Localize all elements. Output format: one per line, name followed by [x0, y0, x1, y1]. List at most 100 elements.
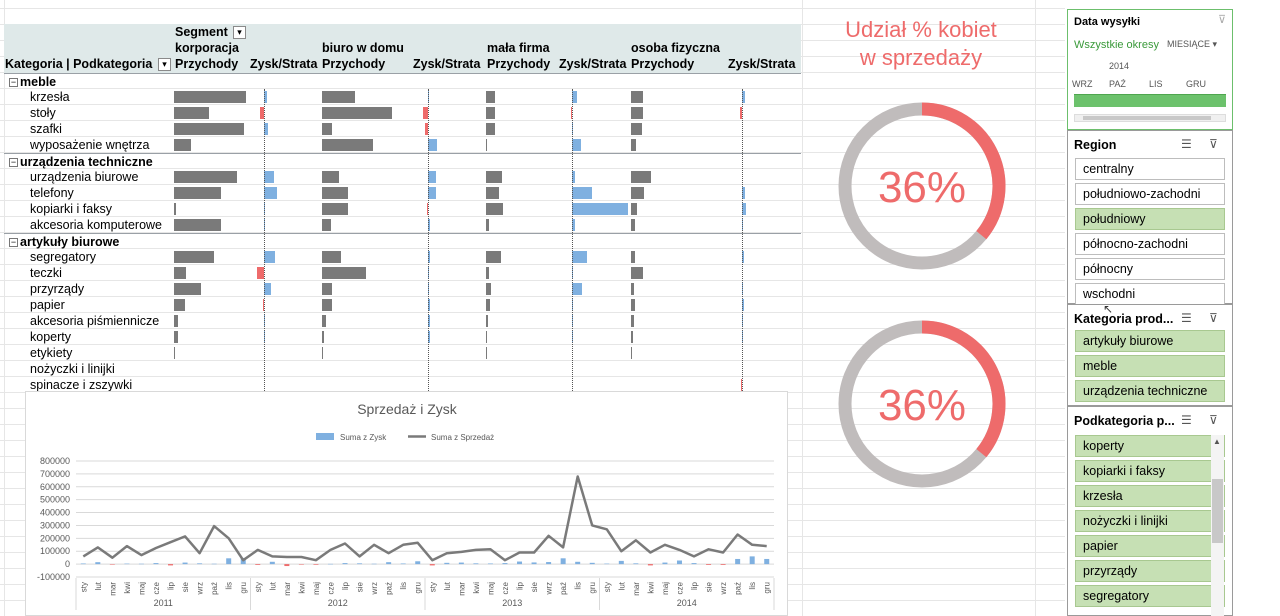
subcategory-row[interactable]: krzesła [4, 89, 801, 105]
slicer-item[interactable]: południowy [1075, 208, 1225, 230]
revenue-bar [631, 91, 644, 103]
subcategory-scrollbar[interactable]: ▲ [1211, 435, 1224, 616]
profit-bar [572, 139, 581, 151]
collapse-icon[interactable]: − [9, 77, 18, 87]
subcategory-row[interactable]: nożyczki i linijki [4, 361, 801, 377]
profit-bar [546, 562, 552, 565]
subcategory-row[interactable]: wyposażenie wnętrza [4, 137, 801, 153]
revenue-bar [322, 267, 366, 279]
x-tick-label: maj [312, 582, 321, 595]
x-tick-label: lip [516, 581, 525, 590]
subcategory-row[interactable]: stoły [4, 105, 801, 121]
segment-filter-button[interactable]: ▾ [233, 26, 246, 39]
subcategory-row[interactable]: koperty [4, 329, 801, 345]
collapse-icon[interactable]: − [9, 237, 18, 247]
slicer-item[interactable]: segregatory [1075, 585, 1225, 607]
slicer-item[interactable]: kopiarki i faksy [1075, 460, 1225, 482]
profit-bar [168, 564, 174, 566]
profit-bar [740, 107, 742, 119]
x-tick-label: lis [574, 582, 583, 590]
subcategory-label: spinacze i zszywki [30, 378, 133, 392]
category-label: urządzenia techniczne [20, 155, 153, 169]
scroll-up-icon[interactable]: ▲ [1213, 437, 1221, 446]
revenue-bar [486, 251, 501, 263]
revenue-bar [322, 107, 392, 119]
slicer-item[interactable]: meble [1075, 355, 1225, 377]
profit-bar [284, 564, 290, 567]
subcategory-slicer-title: Podkategoria p... [1074, 414, 1175, 428]
subcategory-row[interactable]: papier [4, 297, 801, 313]
slicer-item[interactable]: nożyczki i linijki [1075, 510, 1225, 532]
subcategory-row[interactable]: szafki [4, 121, 801, 137]
donut-chart-2[interactable]: 36% [837, 319, 1007, 489]
profit-bar [764, 558, 770, 565]
subcategory-row[interactable]: spinacze i zszywki [4, 377, 801, 393]
clear-filter-icon[interactable]: ⊽ [1209, 413, 1218, 427]
donut-chart-1[interactable]: 36% [837, 101, 1007, 271]
slicer-item[interactable]: południowo-zachodni [1075, 183, 1225, 205]
subcategory-row[interactable]: telefony [4, 185, 801, 201]
subcategory-row[interactable]: akcesoria piśmiennicze [4, 313, 801, 329]
category-slicer-title: Kategoria prod... [1074, 312, 1174, 326]
profit-bar [425, 123, 428, 135]
revenue-bar [486, 219, 490, 231]
slicer-item[interactable]: urządzenia techniczne [1075, 380, 1225, 402]
subcategory-row[interactable]: akcesoria komputerowe [4, 217, 801, 233]
timeline-clear-filter-icon[interactable]: ⊽ [1217, 14, 1226, 26]
y-tick-label: 700000 [40, 469, 70, 479]
profit-header-1: Zysk/Strata [250, 57, 318, 71]
timeline-level-dropdown[interactable]: MIESIĄCE ▾ [1167, 39, 1217, 50]
revenue-bar [631, 107, 644, 119]
subcategory-row[interactable]: etykiety [4, 345, 801, 361]
pivot-header [4, 24, 801, 74]
subcategory-row[interactable]: urządzenia biurowe [4, 169, 801, 185]
timeline-scrollbar[interactable] [1074, 114, 1226, 122]
timeline-all-periods[interactable]: Wszystkie okresy [1074, 39, 1159, 51]
slicer-item[interactable]: północny [1075, 258, 1225, 280]
subcategory-label: stoły [30, 106, 56, 120]
profit-axis-line [572, 89, 573, 391]
x-tick-label: sie [530, 581, 539, 592]
collapse-icon[interactable]: − [9, 157, 18, 167]
slicer-item[interactable]: przyrządy [1075, 560, 1225, 582]
multi-select-icon[interactable]: ☰ [1181, 413, 1192, 427]
row-filter-button[interactable]: ▾ [158, 58, 171, 71]
multi-select-icon[interactable]: ☰ [1181, 137, 1192, 151]
x-tick-label: lis [748, 582, 757, 590]
slicer-item[interactable]: centralny [1075, 158, 1225, 180]
timeline-range-bar[interactable] [1074, 94, 1226, 107]
subcategory-label: akcesoria komputerowe [30, 218, 163, 232]
revenue-bar [322, 91, 356, 103]
profit-bar [572, 251, 588, 263]
legend-label-sales: Suma z Sprzedaż [431, 433, 494, 442]
subcategory-row[interactable]: przyrządy [4, 281, 801, 297]
x-tick-label: lip [341, 581, 350, 590]
subcategory-row[interactable]: kopiarki i faksy [4, 201, 801, 217]
category-row[interactable]: − urządzenia techniczne [4, 153, 801, 169]
timeline-slicer[interactable]: Data wysyłki ⊽ Wszystkie okresy MIESIĄCE… [1067, 9, 1233, 130]
subcategory-label: szafki [30, 122, 62, 136]
slicer-item[interactable]: wschodni [1075, 283, 1225, 305]
profit-bar [95, 562, 101, 565]
slicer-item[interactable]: koperty [1075, 435, 1225, 457]
y-tick-label: 300000 [40, 520, 70, 530]
category-row[interactable]: − meble [4, 73, 801, 89]
subcategory-row[interactable]: segregatory [4, 249, 801, 265]
clear-filter-icon[interactable]: ⊽ [1209, 311, 1218, 325]
timeline-scroll-thumb[interactable] [1083, 116, 1211, 120]
category-row[interactable]: − artykuły biurowe [4, 233, 801, 249]
revenue-bar [486, 331, 488, 343]
slicer-item[interactable]: krzesła [1075, 485, 1225, 507]
revenue-bar [631, 219, 636, 231]
scroll-thumb[interactable] [1212, 479, 1223, 543]
slicer-item[interactable]: artykuły biurowe [1075, 330, 1225, 352]
clear-filter-icon[interactable]: ⊽ [1209, 137, 1218, 151]
subcategory-row[interactable]: teczki [4, 265, 801, 281]
multi-select-icon[interactable]: ☰ [1181, 311, 1192, 325]
sales-profit-chart[interactable]: Sprzedaż i Zysk Suma z Zysk Suma z Sprze… [25, 391, 788, 616]
x-tick-label: lut [94, 581, 103, 590]
x-tick-label: gru [239, 582, 248, 594]
slicer-item[interactable]: północno-zachodni [1075, 233, 1225, 255]
slicer-item[interactable]: papier [1075, 535, 1225, 557]
segment-name-3: mała firma [487, 41, 550, 55]
